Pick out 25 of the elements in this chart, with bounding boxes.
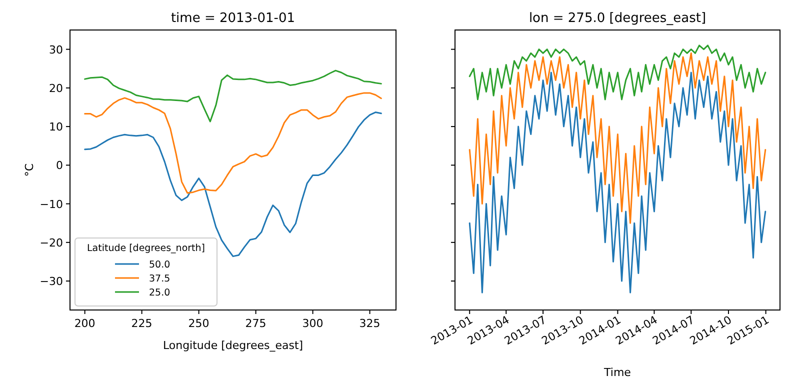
y-tick-label: 30 bbox=[49, 43, 63, 56]
y-tick-label: 10 bbox=[49, 120, 63, 134]
line-series bbox=[84, 92, 382, 194]
chart-title: time = 2013-01-01 bbox=[170, 11, 296, 26]
y-tick-label: 0 bbox=[56, 159, 63, 172]
x-tick-label: 325 bbox=[359, 317, 380, 330]
x-tick-label: 250 bbox=[188, 317, 210, 330]
y-tick-label: 20 bbox=[49, 82, 63, 95]
y-tick-label: −10 bbox=[40, 198, 63, 211]
y-axis-title: °C bbox=[23, 163, 36, 177]
chart-title: lon = 275.0 [degrees_east] bbox=[528, 11, 706, 26]
legend-label: 25.0 bbox=[149, 288, 170, 298]
x-tick-label: 200 bbox=[74, 317, 96, 330]
line-series bbox=[84, 70, 382, 122]
legend-label: 50.0 bbox=[149, 260, 170, 270]
legend-label: 37.5 bbox=[149, 274, 170, 284]
x-tick-label: 275 bbox=[245, 317, 266, 330]
y-tick-label: −30 bbox=[40, 275, 63, 288]
x-tick-label: 225 bbox=[131, 317, 152, 330]
x-axis-title: Time bbox=[603, 366, 632, 379]
line-series bbox=[84, 112, 382, 258]
y-tick-label: −20 bbox=[40, 236, 63, 250]
legend-title: Latitude [degrees_north] bbox=[86, 243, 206, 254]
x-axis-title: Longitude [degrees_east] bbox=[162, 339, 304, 352]
x-tick-label: 300 bbox=[302, 317, 324, 330]
